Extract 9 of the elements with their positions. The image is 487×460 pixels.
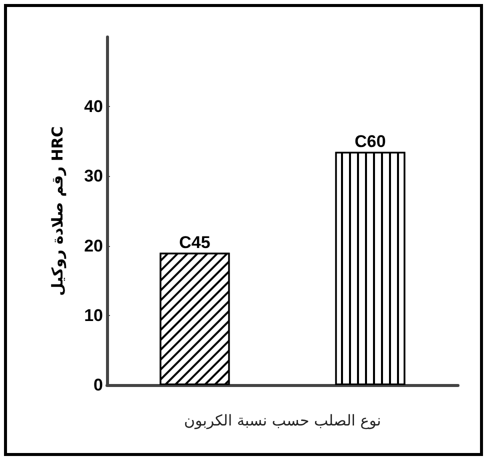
x-tick-label: C45 [179, 232, 210, 252]
y-tick-label: 20 [84, 236, 103, 256]
y-tick-label: 0 [94, 376, 103, 394]
x-tick-label: C60 [354, 132, 386, 151]
x-axis-title: نوع الصلب حسب نسبة الكربون [184, 412, 382, 430]
y-tick-label: 30 [84, 166, 103, 186]
y-tick-label: 40 [84, 97, 103, 116]
y-axis-title: رقم صلادة روكيل HRC [48, 126, 66, 296]
y-tick-label: 10 [84, 306, 103, 325]
